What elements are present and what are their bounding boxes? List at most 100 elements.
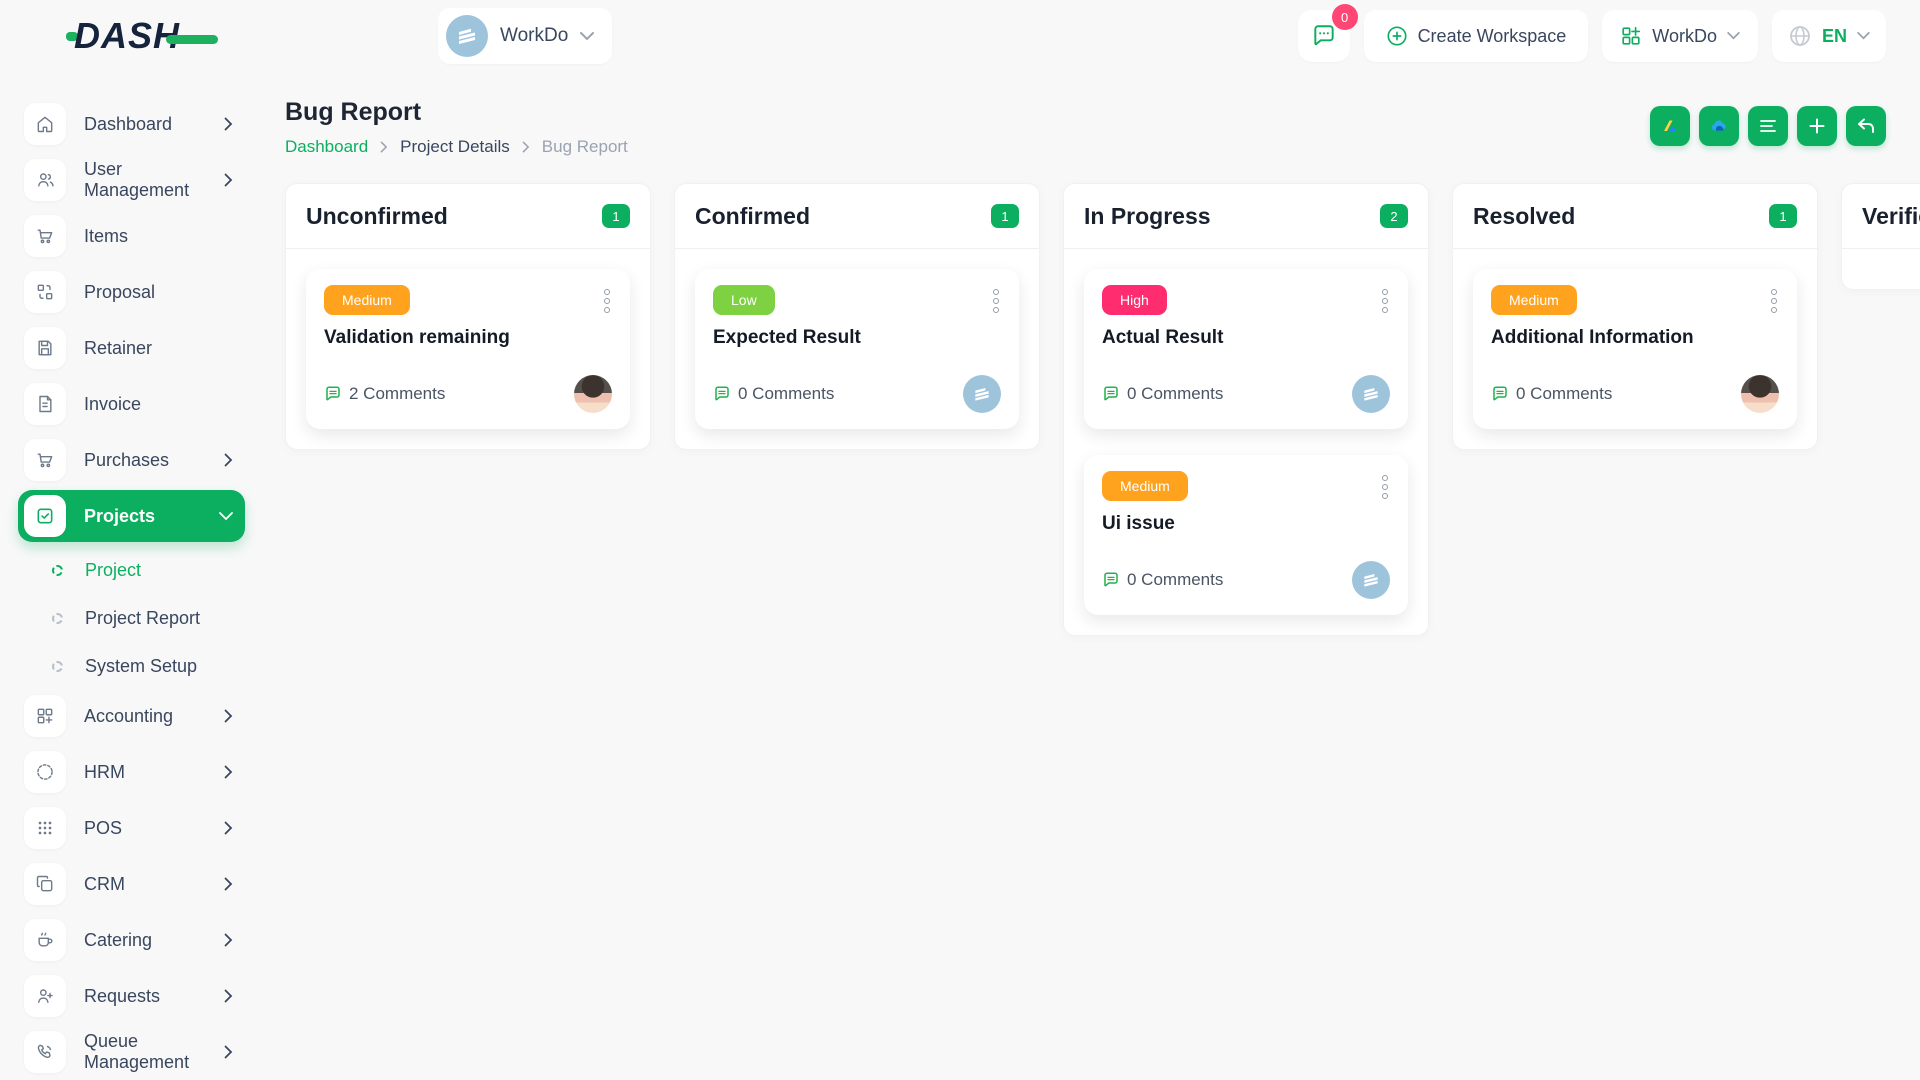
task-card[interactable]: Medium Additional Information 0 Comments [1473,269,1797,429]
sidebar-item-proposal[interactable]: Proposal [18,266,245,318]
sidebar-item-queue-management[interactable]: Queue Management [18,1026,245,1078]
assignee-avatar[interactable] [1352,375,1390,413]
bullet-icon [52,612,63,624]
sidebar-item-dashboard[interactable]: Dashboard [18,98,245,150]
sidebar-subitem-label: System Setup [85,655,198,676]
sidebar-item-retainer[interactable]: Retainer [18,322,245,374]
sidebar-item-label: HRM [84,761,125,782]
sidebar-item-label: Accounting [84,705,174,726]
column-title: In Progress [1084,202,1211,229]
cart-icon [24,439,66,481]
sidebar-item-catering[interactable]: Catering [18,914,245,966]
card-menu-button[interactable] [1380,471,1390,503]
sidebar-item-label: Projects [84,505,156,526]
priority-badge: Medium [1491,285,1577,315]
back-button[interactable] [1846,106,1886,146]
sidebar-item-label: Catering [84,929,153,950]
card-menu-button[interactable] [991,285,1001,317]
breadcrumb-dashboard[interactable]: Dashboard [285,137,369,156]
sidebar-item-requests[interactable]: Requests [18,970,245,1022]
breadcrumb-project-details[interactable]: Project Details [400,137,510,156]
google-drive-icon [1664,120,1677,132]
chevron-right-icon [224,709,233,723]
invoice-icon [24,383,66,425]
phone-icon [24,1031,66,1073]
app-logo[interactable]: DASH [66,15,219,57]
sidebar-item-pos[interactable]: POS [18,802,245,854]
workspace-selector[interactable]: WorkDo [438,8,613,64]
sidebar-subitem-label: Project [85,559,142,580]
sidebar-item-purchases[interactable]: Purchases [18,434,245,486]
google-drive-button[interactable] [1650,106,1690,146]
comment-icon [715,386,729,401]
assignee-avatar[interactable] [574,375,612,413]
sidebar-item-invoice[interactable]: Invoice [18,378,245,430]
kanban-board: Unconfirmed 1 Medium Validation remainin… [285,183,1920,636]
proposal-icon [24,271,66,313]
workspace-avatar-icon [446,15,489,57]
assignee-avatar[interactable] [1741,375,1779,413]
add-button[interactable] [1797,106,1837,146]
list-view-button[interactable] [1748,106,1788,146]
sidebar-item-label: Retainer [84,337,153,358]
board-column-unconfirmed: Unconfirmed 1 Medium Validation remainin… [285,183,651,450]
comments-count[interactable]: 0 Comments [713,384,834,404]
column-count-badge: 1 [1769,204,1797,228]
breadcrumb: Dashboard Project Details Bug Report [285,137,628,157]
sidebar-item-label: Purchases [84,449,170,470]
language-selector[interactable]: EN [1771,10,1886,62]
sidebar-item-accounting[interactable]: Accounting [18,690,245,742]
sidebar-item-crm[interactable]: CRM [18,858,245,910]
task-card[interactable]: High Actual Result 0 Comments [1084,269,1408,429]
create-workspace-label: Create Workspace [1417,25,1567,46]
workspace-menu-button[interactable]: WorkDo [1602,10,1758,62]
create-workspace-button[interactable]: Create Workspace [1363,10,1589,62]
dots-grid-icon [24,807,66,849]
chevron-right-icon [224,877,233,891]
sidebar-item-hrm[interactable]: HRM [18,746,245,798]
card-menu-button[interactable] [602,285,612,317]
topbar: DASH WorkDo 0 Create Workspace [0,0,1920,72]
column-title: Confirmed [695,202,810,229]
task-card[interactable]: Medium Ui issue 0 Comments [1084,455,1408,615]
sidebar-item-label: Invoice [84,393,142,414]
sidebar-item-label: CRM [84,873,125,894]
logo-text: DASH [74,15,181,56]
sidebar-item-label: Proposal [84,281,156,302]
board-column-verified: Verified [1841,183,1920,290]
workspace-name: WorkDo [500,25,569,46]
main-content: Bug Report Dashboard Project Details Bug… [245,72,1920,1080]
copy-cards-icon [24,863,66,905]
comments-count[interactable]: 2 Comments [324,384,445,404]
assignee-avatar[interactable] [1352,561,1390,599]
assignee-avatar[interactable] [963,375,1001,413]
undo-icon [1858,118,1874,133]
chat-icon [1313,25,1334,46]
column-count-badge: 2 [1380,204,1408,228]
task-card[interactable]: Low Expected Result 0 Comments [695,269,1019,429]
sidebar-subitem-project[interactable]: Project [18,546,245,594]
list-icon [1760,120,1776,132]
chevron-right-icon [224,117,233,131]
globe-icon [1790,26,1810,46]
card-menu-button[interactable] [1380,285,1390,317]
user-plus-icon [24,975,66,1017]
task-card[interactable]: Medium Validation remaining 2 Comments [306,269,630,429]
chevron-right-icon [224,453,233,467]
onedrive-button[interactable] [1699,106,1739,146]
sidebar-subitem-project-report[interactable]: Project Report [18,594,245,642]
breadcrumb-current: Bug Report [541,137,628,156]
logo-accent-bar [166,34,219,44]
sidebar-item-items[interactable]: Items [18,210,245,262]
comments-count[interactable]: 0 Comments [1491,384,1612,404]
sidebar-item-user-management[interactable]: User Management [18,154,245,206]
messages-button[interactable]: 0 [1297,4,1358,62]
sidebar-subitem-system-setup[interactable]: System Setup [18,642,245,690]
sidebar-item-label: User Management [84,159,190,200]
plus-icon [1809,118,1825,134]
check-square-icon [24,495,66,537]
sidebar-item-projects[interactable]: Projects [18,490,245,542]
comments-count[interactable]: 0 Comments [1102,570,1223,590]
card-menu-button[interactable] [1769,285,1779,317]
comments-count[interactable]: 0 Comments [1102,384,1223,404]
